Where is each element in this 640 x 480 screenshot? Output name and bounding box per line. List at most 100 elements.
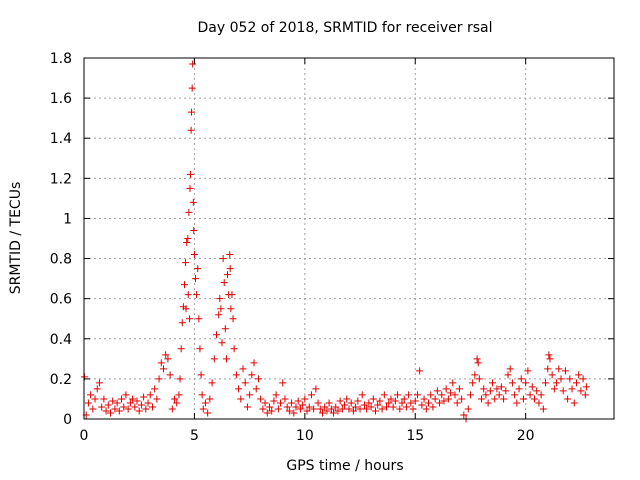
- data-point: [268, 407, 276, 415]
- data-point: [189, 198, 197, 206]
- data-point: [440, 397, 448, 405]
- data-point: [391, 397, 399, 405]
- data-point: [482, 391, 490, 399]
- data-point: [418, 401, 426, 409]
- data-point: [544, 365, 552, 373]
- data-point: [369, 395, 377, 403]
- data-point: [564, 395, 572, 403]
- data-point: [464, 405, 472, 413]
- y-tick-label: 1.2: [50, 171, 72, 187]
- data-point: [438, 391, 446, 399]
- data-point: [226, 251, 234, 259]
- data-point: [162, 351, 170, 359]
- x-tick-label: 5: [190, 428, 199, 444]
- data-point: [182, 259, 190, 267]
- data-point: [84, 399, 92, 407]
- data-point: [535, 399, 543, 407]
- data-point: [442, 385, 450, 393]
- data-point: [157, 359, 165, 367]
- data-point: [164, 355, 172, 363]
- data-point: [296, 405, 304, 413]
- data-point: [449, 379, 457, 387]
- data-point: [458, 395, 466, 403]
- data-point: [213, 331, 220, 339]
- data-point: [400, 395, 408, 403]
- data-point: [343, 395, 351, 403]
- data-point: [431, 395, 439, 403]
- axis-ticks: [83, 57, 614, 420]
- data-point: [288, 399, 296, 407]
- data-point: [184, 235, 192, 242]
- data-point: [387, 395, 395, 403]
- data-point: [338, 405, 346, 413]
- data-point: [546, 355, 554, 363]
- data-point: [455, 385, 463, 393]
- data-point: [473, 355, 481, 363]
- data-point: [204, 409, 212, 417]
- data-point: [533, 387, 541, 395]
- data-point: [310, 405, 318, 413]
- data-point: [263, 409, 271, 417]
- data-point: [133, 397, 141, 405]
- chart-title: Day 052 of 2018, SRMTID for receiver rsa…: [198, 20, 493, 36]
- data-point: [180, 281, 188, 289]
- data-point: [270, 397, 278, 405]
- data-point: [87, 391, 95, 399]
- data-point: [153, 395, 161, 403]
- data-point: [122, 391, 130, 399]
- data-point: [210, 355, 218, 363]
- data-point: [367, 403, 375, 411]
- data-point: [188, 108, 196, 116]
- data-point: [409, 405, 417, 413]
- data-point: [140, 393, 148, 401]
- data-point: [427, 391, 435, 399]
- data-point: [144, 399, 152, 407]
- data-point: [95, 379, 103, 387]
- data-point: [131, 403, 139, 411]
- data-point: [307, 391, 315, 399]
- data-point: [407, 399, 415, 407]
- data-point: [176, 375, 184, 383]
- data-point: [197, 371, 205, 379]
- data-point: [396, 405, 404, 413]
- data-point: [352, 403, 360, 411]
- data-point: [330, 409, 338, 417]
- data-point: [524, 367, 532, 375]
- data-point: [545, 351, 553, 359]
- data-point: [469, 379, 477, 387]
- data-point: [227, 305, 235, 313]
- data-point: [109, 397, 117, 405]
- data-point: [561, 367, 569, 375]
- data-point: [345, 405, 353, 413]
- data-point: [515, 385, 523, 393]
- data-point: [193, 291, 201, 299]
- data-point: [171, 395, 179, 403]
- data-point: [281, 395, 289, 403]
- data-point: [254, 375, 262, 383]
- data-point: [385, 399, 393, 407]
- data-point: [332, 403, 340, 411]
- data-point: [198, 391, 206, 399]
- data-point: [89, 405, 97, 413]
- data-point: [237, 395, 245, 403]
- data-point: [190, 226, 198, 234]
- data-point: [219, 255, 227, 263]
- data-point: [323, 407, 331, 415]
- data-point: [290, 409, 298, 417]
- data-point: [292, 403, 300, 411]
- data-point: [416, 367, 424, 375]
- data-point: [531, 395, 538, 403]
- data-point: [508, 379, 516, 387]
- data-point: [582, 383, 590, 391]
- data-point: [553, 379, 561, 387]
- data-point: [411, 397, 419, 405]
- data-point: [221, 325, 229, 333]
- data-point: [319, 409, 326, 417]
- data-point: [274, 405, 282, 413]
- data-point: [559, 387, 567, 395]
- y-tick-label: 1.8: [50, 51, 72, 67]
- data-point: [218, 339, 226, 347]
- data-point: [137, 401, 145, 409]
- data-point: [261, 399, 269, 407]
